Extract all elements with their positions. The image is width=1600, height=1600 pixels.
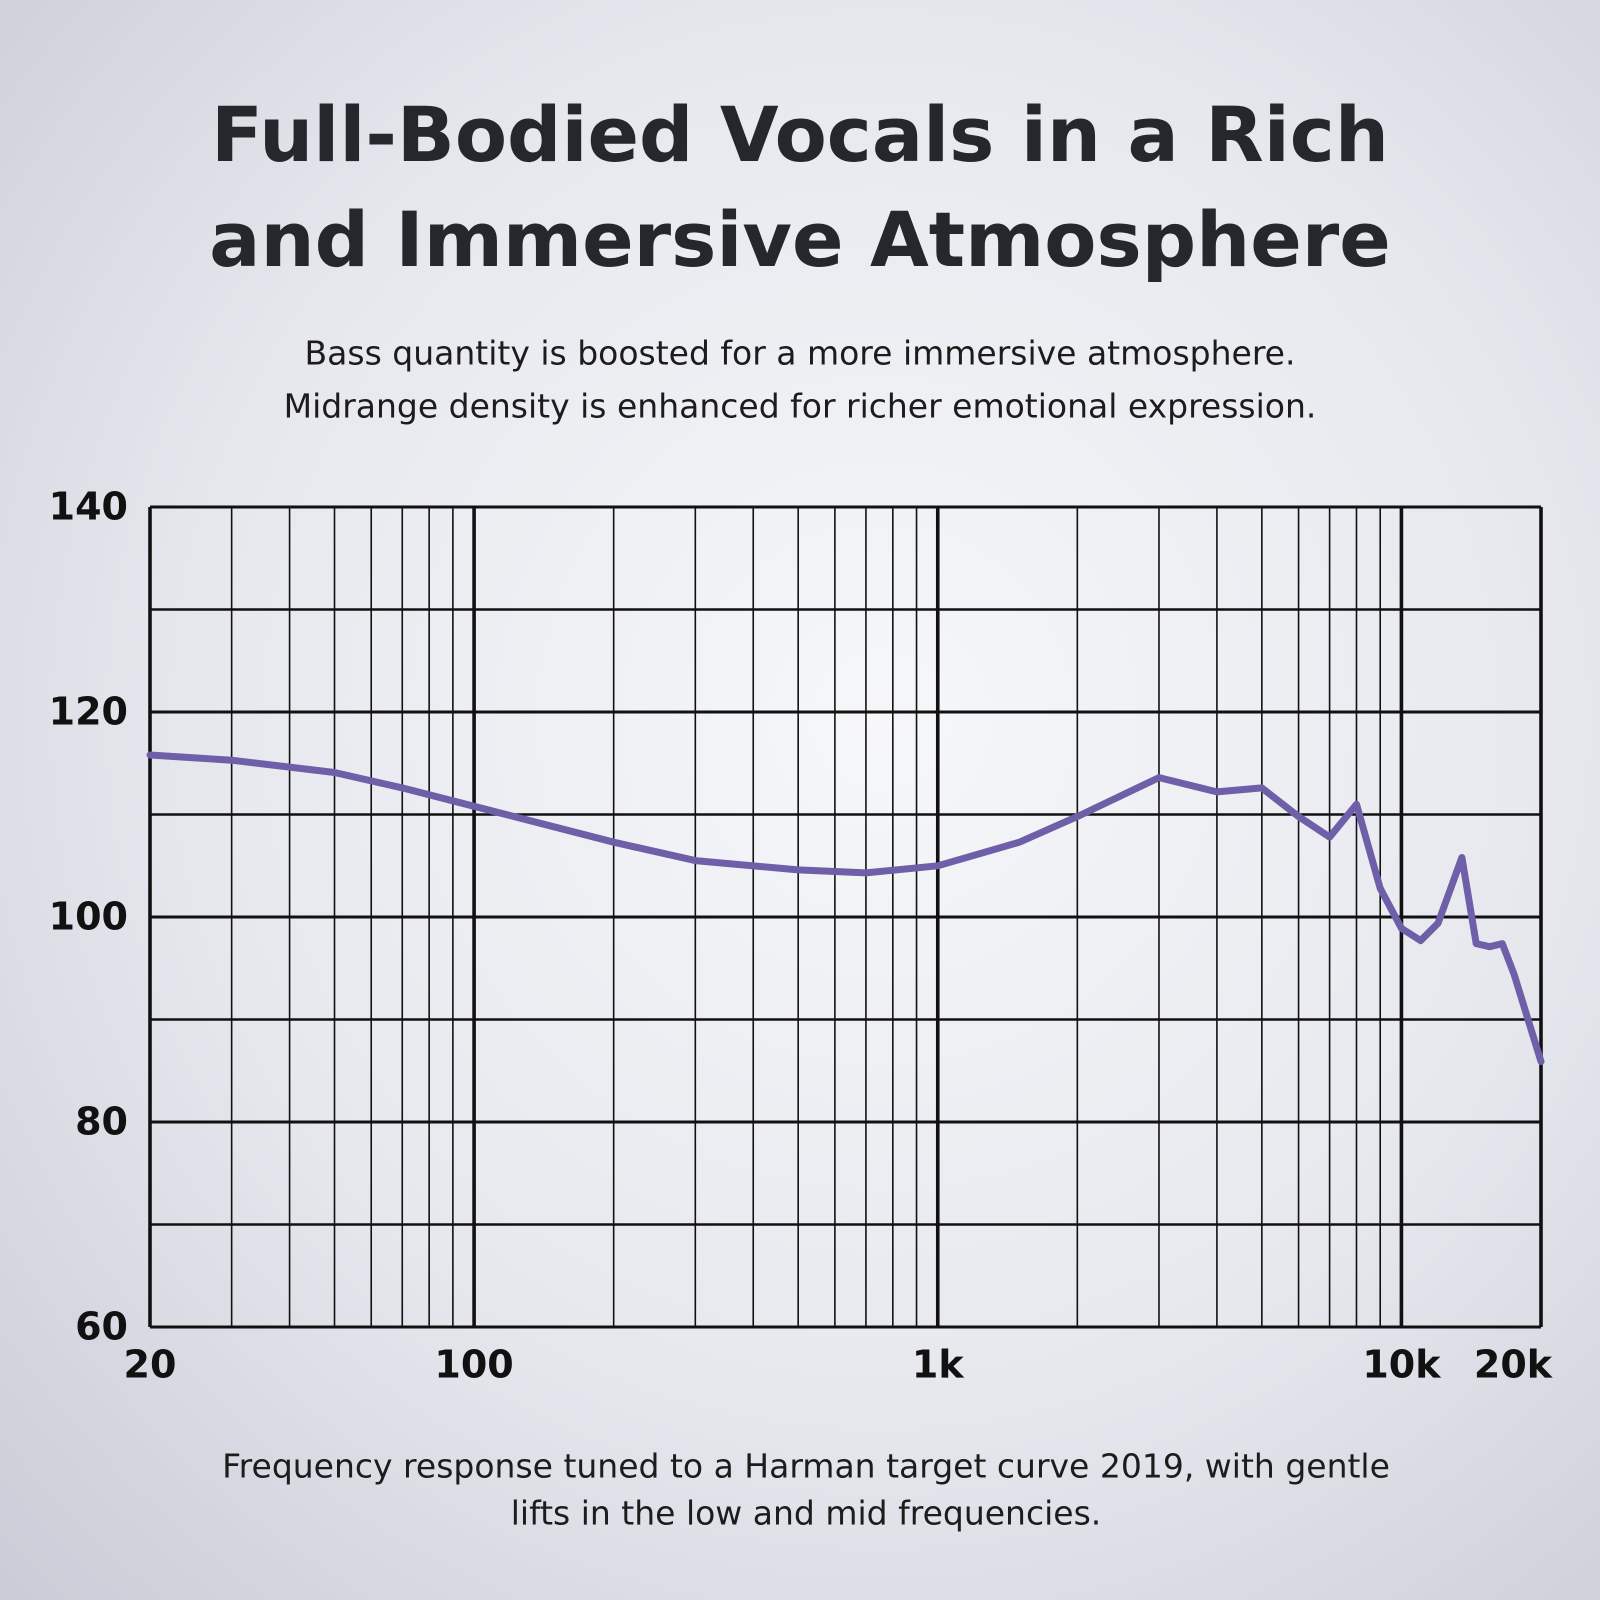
x-tick-label: 100: [434, 1343, 513, 1387]
footnote: lifts in the low and mid frequencies.: [511, 1494, 1102, 1533]
subtitle: Bass quantity is boosted for a more imme…: [305, 334, 1296, 373]
x-tick-label: 1k: [912, 1343, 964, 1387]
y-tick-label: 60: [75, 1305, 128, 1349]
x-tick-label: 20: [124, 1343, 177, 1387]
x-tick-label: 10k: [1362, 1343, 1441, 1387]
x-tick-label: 20k: [1474, 1343, 1553, 1387]
y-tick-label: 80: [75, 1100, 128, 1144]
footnote: Frequency response tuned to a Harman tar…: [222, 1447, 1390, 1486]
y-tick-label: 120: [49, 690, 128, 734]
data-line: [146, 751, 1545, 1065]
chart-title: Full-Bodied Vocals in a Rich: [211, 90, 1389, 179]
subtitle: Midrange density is enhanced for richer …: [284, 387, 1317, 426]
chart-title: and Immersive Atmosphere: [209, 195, 1391, 284]
y-tick-label: 100: [49, 895, 128, 939]
y-tick-label: 140: [49, 485, 128, 529]
